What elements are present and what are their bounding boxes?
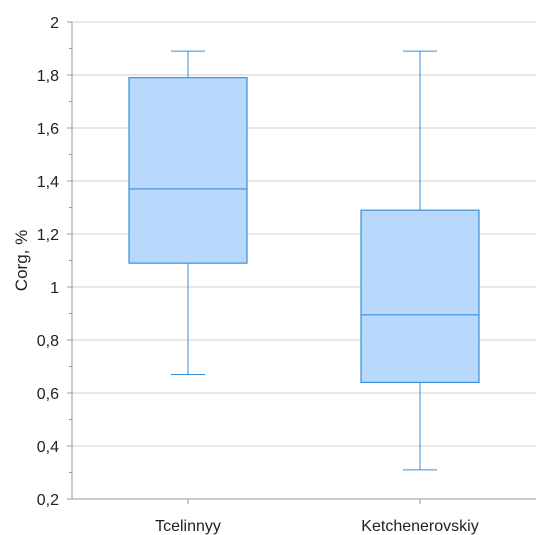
y-tick-label: 0,4 [37,439,59,456]
y-axis-title: Corg, % [12,230,31,291]
y-tick-label: 1 [50,280,59,297]
boxes [128,50,480,471]
box-tcelinnyy [128,50,248,375]
y-tick-label: 1,8 [37,68,59,85]
interquartile-box [360,209,480,383]
x-tick-label: Tcelinnyy [155,518,221,535]
box-ketchenerovskiy [360,50,480,471]
axes [71,22,536,500]
interquartile-box [128,77,248,264]
y-tick-label: 0,8 [37,333,59,350]
y-tick-label: 2 [50,15,59,32]
y-tick-label: 1,6 [37,121,59,138]
labels: 0,2 0,4 0,6 0,8 1 1,2 1,4 1,6 1,8 2 Tcelinnyy Ketch… [37,15,479,535]
y-tick-label: 0,6 [37,386,59,403]
y-tick-label: 0,2 [37,492,59,509]
y-tick-label: 1,4 [37,174,59,191]
x-tick-label: Ketchenerovskiy [361,518,478,535]
y-tick-label: 1,2 [37,227,59,244]
